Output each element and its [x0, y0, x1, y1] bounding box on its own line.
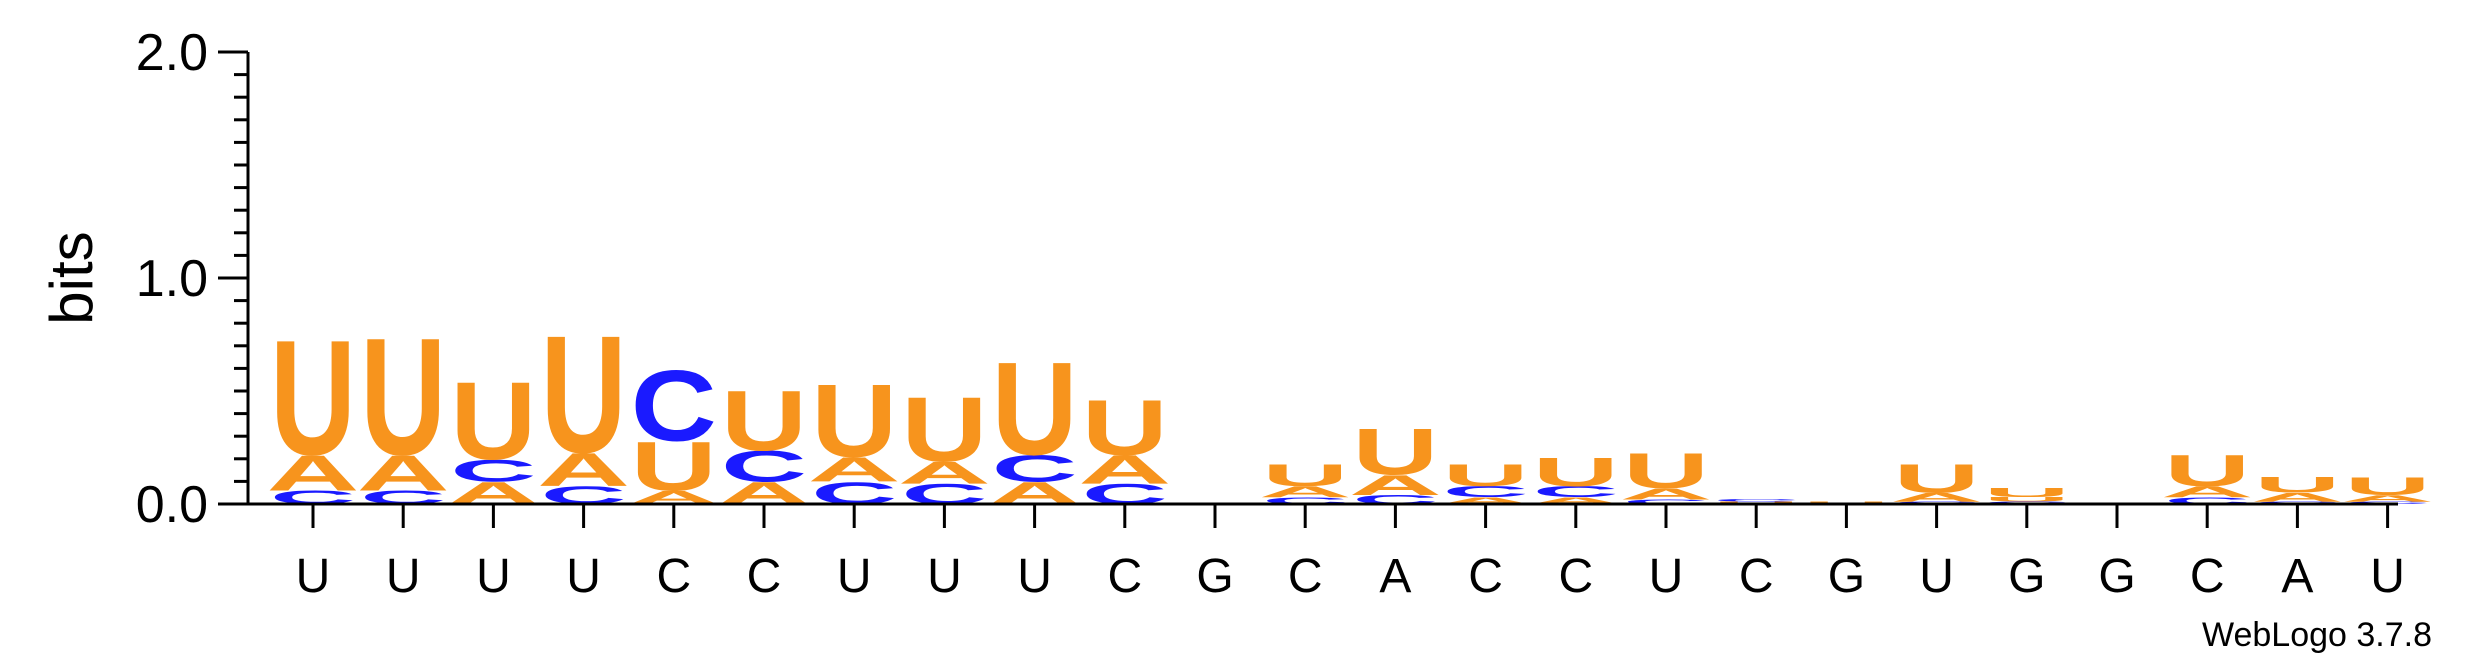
logo-letter-u: U	[2345, 472, 2431, 500]
logo-letter-a: A	[1078, 447, 1171, 493]
logo-letter-c: C	[721, 442, 807, 491]
x-tick-label: A	[1379, 550, 1411, 603]
x-tick-label: U	[837, 550, 872, 603]
logo-letter-a: A	[1619, 485, 1712, 503]
x-tick-label: U	[1919, 550, 1954, 603]
logo-letter-u: U	[1082, 384, 1168, 471]
logo-letter-u: U	[631, 428, 717, 506]
logo-letter-u: U	[901, 378, 987, 481]
logo-letter-u: U	[541, 301, 627, 488]
x-tick-label: A	[2281, 550, 2313, 603]
logo-letter-a: A	[357, 445, 450, 502]
logo-letter-u: U	[1984, 486, 2070, 500]
x-tick-label: C	[656, 550, 691, 603]
x-tick-label: C	[1107, 550, 1142, 603]
logo-letter-a: A	[898, 455, 991, 490]
logo-letter-u: U	[1262, 458, 1348, 493]
x-tick-label: C	[1739, 550, 1774, 603]
logo-letter-a: A	[2161, 483, 2254, 501]
logo-letter-u: U	[992, 334, 1078, 482]
logo-letter-c: C	[1262, 495, 1348, 506]
logo-letter-u: U	[811, 363, 897, 479]
x-tick-label: C	[2190, 550, 2225, 603]
logo-letter-u: U	[1352, 415, 1438, 489]
logo-letter-a: A	[1890, 490, 1983, 504]
logo-letter-c: C	[631, 350, 717, 463]
weblogo-version: WebLogo 3.7.8	[2202, 616, 2432, 654]
x-tick-label: G	[2008, 550, 2045, 603]
logo-letter-u: U	[1533, 449, 1619, 495]
logo-letter-c: C	[1623, 498, 1709, 505]
x-tick-label: G	[2098, 550, 2135, 603]
x-tick-label: U	[566, 550, 601, 603]
logo-letter-u: U	[1894, 455, 1980, 501]
x-tick-label: U	[2370, 550, 2405, 603]
x-tick-label: C	[1468, 550, 1503, 603]
logo-letter-c: C	[992, 447, 1078, 489]
logo-letter-c: C	[1713, 499, 1799, 503]
logo-letter-u: U	[721, 372, 807, 467]
logo-letter-a: A	[2251, 490, 2344, 504]
x-tick-label: U	[386, 550, 421, 603]
x-tick-label: C	[747, 550, 782, 603]
y-tick-label: 2.0	[136, 24, 208, 82]
logo-letter-c: C	[1443, 483, 1529, 501]
logo-letter-u: U	[450, 360, 536, 483]
logo-letter-u: U	[1623, 443, 1709, 499]
logo-letter-a: A	[537, 443, 630, 496]
logo-letter-u: U	[2254, 473, 2340, 498]
logo-letter-u: U	[1984, 496, 2070, 503]
x-tick-label: C	[1288, 550, 1323, 603]
glyph-layer: CAUCAUACUCAUAUCACUCAUCAUACUCAUCAUCAUACUA…	[266, 301, 2434, 511]
logo-letter-u: U	[270, 307, 356, 490]
y-axis-label: bits	[38, 231, 105, 324]
x-tick-label: G	[1828, 550, 1865, 603]
y-tick-label: 0.0	[136, 476, 208, 534]
x-tick-label: U	[1649, 550, 1684, 603]
logo-letter-c: C	[1533, 483, 1619, 501]
logo-letter-u: U	[360, 303, 446, 490]
y-tick-label: 1.0	[136, 250, 208, 308]
logo-letter-u: U	[1443, 458, 1529, 493]
logo-letter-a: A	[1529, 496, 1622, 507]
x-tick-label: U	[1017, 550, 1052, 603]
logo-letter-u: U	[2164, 447, 2250, 496]
x-tick-label: U	[296, 550, 331, 603]
x-tick-label: G	[1196, 550, 1233, 603]
x-tick-label: C	[1558, 550, 1593, 603]
logo-letter-c: C	[2164, 495, 2250, 506]
logo-letter-a: A	[1259, 483, 1352, 501]
logo-letter-a: A	[1349, 469, 1442, 501]
logo-letter-a: A	[1439, 496, 1532, 507]
logo-letter-c: C	[450, 453, 536, 488]
logo-letter-a: A	[266, 445, 359, 502]
x-tick-label: U	[476, 550, 511, 603]
logo-letter-a: A	[2341, 493, 2434, 504]
y-ticks: 0.0 1.0 2.0	[136, 24, 248, 534]
x-tick-label: U	[927, 550, 962, 603]
logo-letter-a: A	[808, 451, 901, 490]
